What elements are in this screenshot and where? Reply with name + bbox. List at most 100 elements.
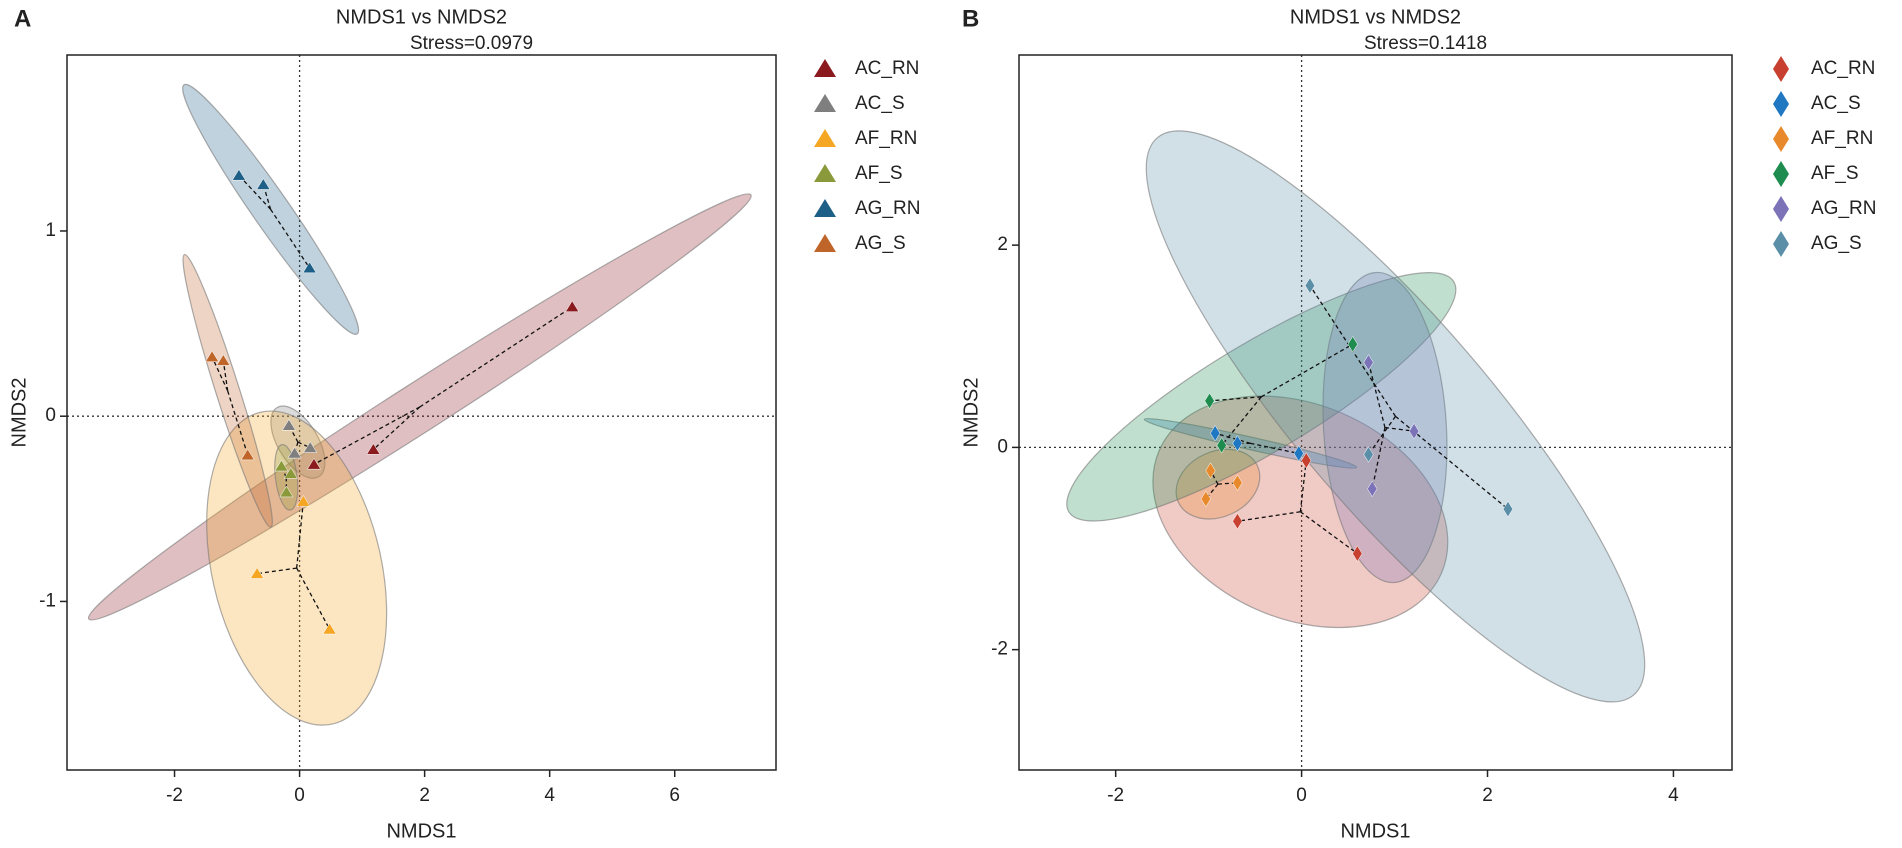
y-tick-label: 2	[997, 234, 1008, 255]
spider-line	[1260, 343, 1354, 398]
point	[279, 485, 294, 498]
point	[1502, 500, 1514, 518]
spider-line	[222, 360, 229, 391]
point	[205, 350, 220, 362]
y-axis-label: NMDS2	[960, 377, 982, 447]
legend-label: AG_S	[1811, 233, 1862, 254]
legend-marker	[814, 199, 836, 217]
point	[1232, 512, 1243, 530]
spider-line	[372, 406, 421, 451]
legend-label: AC_S	[855, 93, 905, 114]
spider-line	[1209, 396, 1262, 402]
point	[303, 441, 318, 453]
legend-marker	[814, 59, 836, 77]
x-tick-label: 6	[669, 785, 680, 806]
spider-line	[211, 356, 229, 392]
spider-line	[1214, 432, 1251, 444]
y-axis-label: NMDS2	[8, 377, 30, 447]
x-tick-label: 0	[294, 785, 305, 806]
legend-label: AC_RN	[1811, 58, 1875, 79]
point	[296, 494, 311, 507]
point	[1367, 480, 1378, 498]
point	[302, 261, 317, 274]
point	[1205, 462, 1216, 479]
legend-marker	[1773, 196, 1789, 222]
point	[1210, 424, 1221, 442]
spider-line	[1299, 511, 1358, 555]
point	[1301, 452, 1312, 469]
y-tick-label: 0	[45, 405, 56, 426]
panel-label: B	[962, 5, 979, 32]
point	[1363, 446, 1374, 463]
point	[565, 300, 580, 312]
legend-marker	[1773, 91, 1789, 117]
legend-label: AF_RN	[855, 128, 917, 149]
legend-label: AG_S	[855, 233, 906, 254]
chart-title: NMDS1 vs NMDS2	[1290, 6, 1461, 28]
legend-label: AC_RN	[855, 58, 919, 79]
y-tick-label: 1	[45, 220, 56, 241]
chart-title: NMDS1 vs NMDS2	[336, 6, 507, 28]
point	[322, 622, 337, 635]
point	[250, 567, 265, 579]
spider-line	[1367, 416, 1397, 455]
point	[1200, 490, 1211, 508]
x-tick-label: 4	[544, 785, 555, 806]
point	[1352, 545, 1363, 562]
point	[1363, 354, 1374, 371]
point	[231, 168, 246, 181]
x-axis-label: NMDS1	[386, 820, 456, 842]
legend-label: AF_S	[1811, 163, 1859, 184]
point	[240, 448, 255, 461]
spider-line	[1384, 426, 1415, 432]
legend-label: AF_S	[855, 163, 903, 184]
chart-subtitle: Stress=0.0979	[410, 33, 533, 54]
legend-marker	[1773, 161, 1789, 187]
spider-line	[1221, 396, 1262, 446]
panel-label: A	[14, 5, 31, 32]
legend-label: AF_RN	[1811, 128, 1873, 149]
point	[1204, 392, 1215, 410]
spider-line	[1299, 460, 1307, 512]
x-tick-label: -2	[1107, 785, 1124, 806]
spider-line	[238, 174, 272, 210]
point	[256, 178, 271, 190]
legend-label: AG_RN	[855, 198, 920, 219]
y-tick-label: -1	[39, 590, 56, 611]
point	[1232, 474, 1243, 492]
legend-marker	[814, 94, 836, 112]
spider-line	[227, 390, 249, 456]
plot-frame	[66, 54, 777, 771]
spider-line	[1250, 442, 1299, 455]
x-axis-label: NMDS1	[1340, 820, 1410, 842]
legend-label: AG_RN	[1811, 198, 1876, 219]
spider-line	[270, 209, 311, 269]
point	[1347, 335, 1358, 353]
x-tick-label: 4	[1668, 785, 1679, 806]
point	[1304, 277, 1316, 294]
x-tick-label: -2	[166, 785, 183, 806]
legend-marker	[814, 164, 836, 182]
legend-marker	[814, 129, 836, 147]
x-tick-label: 2	[419, 785, 430, 806]
spider-line	[297, 441, 311, 449]
point	[1293, 445, 1304, 462]
point	[216, 354, 231, 366]
plot-area	[67, 55, 776, 770]
x-tick-label: 2	[1482, 785, 1493, 806]
point	[274, 459, 289, 472]
plot-frame	[1018, 54, 1733, 771]
legend-label: AC_S	[1811, 93, 1861, 114]
spider-line	[296, 567, 331, 630]
point	[1216, 437, 1227, 454]
spider-line	[419, 306, 573, 408]
spider-line	[1371, 427, 1386, 489]
x-tick-label: 0	[1296, 785, 1307, 806]
point	[1408, 422, 1420, 440]
legend-marker	[814, 234, 836, 252]
point	[1232, 435, 1243, 452]
spider-line	[313, 406, 421, 465]
point	[281, 418, 296, 431]
